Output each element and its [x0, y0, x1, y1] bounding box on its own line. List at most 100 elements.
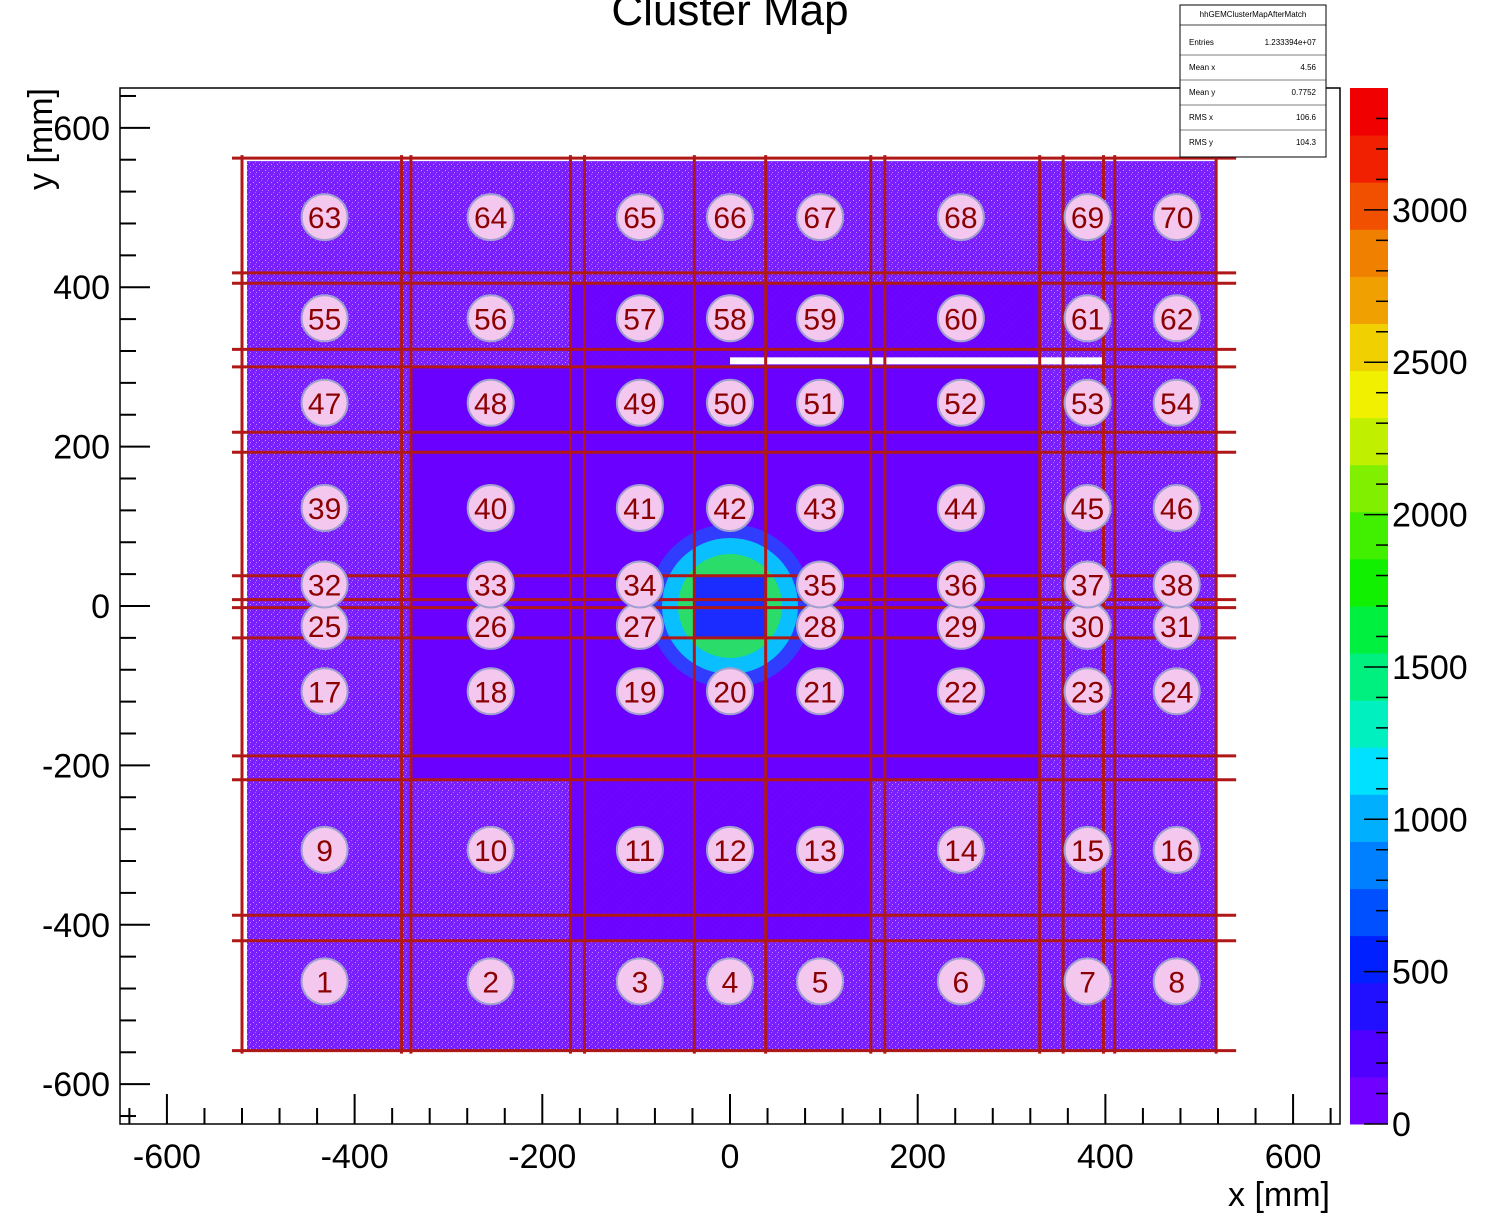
module-number: 66 [713, 202, 746, 235]
colorbar-segment [1350, 511, 1388, 560]
module-cell-15: 15 [1063, 825, 1112, 874]
module-marker [1063, 378, 1112, 427]
y-tick-label: 600 [53, 110, 110, 148]
module-number: 68 [944, 202, 977, 235]
module-cell-47: 47 [300, 378, 349, 427]
module-number: 27 [623, 611, 656, 644]
module-marker [615, 957, 664, 1006]
module-number: 56 [474, 303, 507, 336]
module-marker [936, 825, 985, 874]
module-number: 36 [944, 569, 977, 602]
module-marker [936, 560, 985, 609]
stats-value: 1.233394e+07 [1265, 38, 1317, 47]
module-number: 42 [713, 493, 746, 526]
colorbar-segment [1350, 888, 1388, 937]
module-marker [1152, 667, 1201, 716]
module-cell-10: 10 [466, 825, 515, 874]
module-number: 15 [1071, 835, 1104, 868]
module-cell-3: 3 [615, 957, 664, 1006]
module-number: 45 [1071, 493, 1104, 526]
module-number: 46 [1160, 493, 1193, 526]
module-number: 23 [1071, 676, 1104, 709]
module-marker [796, 957, 845, 1006]
module-number: 13 [803, 835, 836, 868]
module-cell-60: 60 [936, 294, 985, 343]
module-cell-28: 28 [796, 601, 845, 650]
y-tick-label: -600 [42, 1066, 110, 1104]
module-marker [300, 378, 349, 427]
module-marker [300, 560, 349, 609]
module-cell-67: 67 [796, 193, 845, 242]
module-cell-27: 27 [615, 601, 664, 650]
stats-box-name: hhGEMClusterMapAfterMatch [1200, 10, 1307, 19]
module-marker [1063, 667, 1112, 716]
x-tick-label: 200 [889, 1138, 946, 1176]
module-number: 11 [624, 835, 655, 868]
colorbar-segment [1350, 794, 1388, 842]
module-number: 60 [944, 303, 977, 336]
module-cell-37: 37 [1063, 560, 1112, 609]
module-marker [936, 667, 985, 716]
module-number: 49 [623, 388, 656, 421]
module-marker [466, 825, 515, 874]
module-cell-6: 6 [936, 957, 985, 1006]
colorbar-tick-label: 2500 [1392, 344, 1468, 382]
axes: -600 -400 -200 0 200 400 600 -600 -400 -200 0 200 40… [42, 94, 1332, 1176]
module-cell-21: 21 [796, 667, 845, 716]
module-marker [1152, 560, 1201, 609]
module-marker [936, 483, 985, 532]
colorbar-segment [1350, 135, 1388, 183]
module-number: 61 [1071, 303, 1104, 336]
module-marker [706, 378, 754, 427]
module-number: 34 [623, 569, 656, 602]
module-cell-14: 14 [936, 825, 985, 874]
module-cell-35: 35 [796, 560, 845, 609]
stats-value: 104.3 [1296, 138, 1317, 147]
module-cell-45: 45 [1063, 483, 1112, 532]
y-tick-label: 400 [53, 269, 110, 307]
module-number: 16 [1160, 835, 1193, 868]
module-number: 39 [308, 493, 341, 526]
module-cell-63: 63 [300, 193, 349, 242]
module-cell-44: 44 [936, 483, 985, 532]
x-tick-label: -200 [508, 1138, 576, 1176]
module-marker [796, 560, 845, 609]
colorbar-tick-label: 0 [1392, 1106, 1411, 1144]
module-cell-66: 66 [706, 193, 754, 242]
module-number: 41 [623, 493, 656, 526]
module-cell-56: 56 [466, 294, 515, 343]
module-number: 43 [803, 493, 836, 526]
module-number: 54 [1160, 388, 1193, 421]
module-number: 26 [474, 611, 507, 644]
module-marker [300, 957, 349, 1006]
module-marker [466, 560, 515, 609]
colorbar-tick-label: 500 [1392, 954, 1449, 992]
module-number: 64 [474, 202, 507, 235]
module-marker [300, 825, 349, 874]
module-cell-46: 46 [1152, 483, 1201, 532]
module-marker [706, 667, 754, 716]
module-cell-33: 33 [466, 560, 515, 609]
module-number: 25 [308, 611, 341, 644]
module-cell-19: 19 [615, 667, 664, 716]
module-number: 40 [474, 493, 507, 526]
colorbar-segment [1350, 606, 1388, 654]
module-marker [1152, 825, 1201, 874]
module-cell-11: 11 [615, 825, 664, 874]
module-cell-43: 43 [796, 483, 845, 532]
stats-label: RMS x [1189, 113, 1213, 122]
module-number: 31 [1160, 611, 1193, 644]
colorbar-segment [1350, 841, 1388, 890]
module-cell-5: 5 [796, 957, 845, 1006]
module-number: 52 [944, 388, 977, 421]
stats-label: Mean y [1189, 88, 1215, 97]
module-marker [615, 560, 664, 609]
module-cell-1: 1 [300, 957, 349, 1006]
chart-title: Cluster Map [611, 0, 848, 35]
module-marker [1063, 294, 1112, 343]
module-number: 7 [1079, 966, 1096, 999]
module-number: 18 [474, 676, 507, 709]
stats-box: hhGEMClusterMapAfterMatch Entries 1.23339… [1179, 4, 1327, 158]
module-number: 1 [316, 966, 333, 999]
module-number: 53 [1071, 388, 1104, 421]
